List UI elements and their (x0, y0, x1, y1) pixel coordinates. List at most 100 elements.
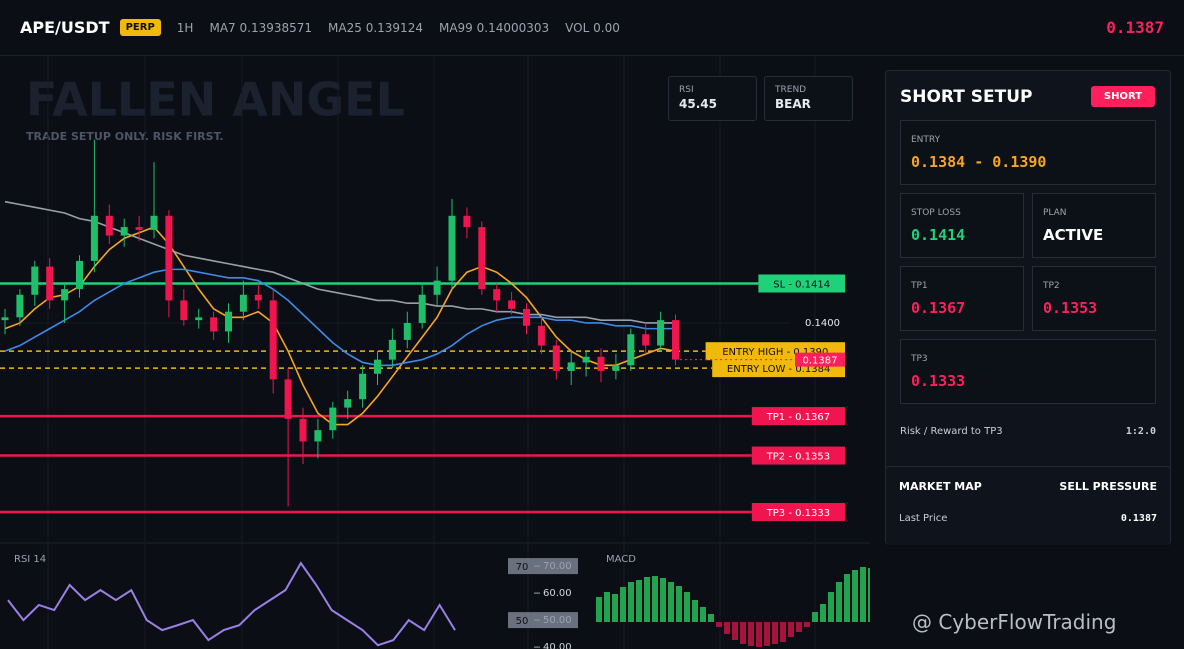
candle-body (418, 294, 426, 323)
ma-value: 0.14000303 (476, 20, 550, 35)
panel-title: RSI 14 (14, 554, 46, 565)
candle-body (225, 311, 232, 332)
setup-panel: SHORT SETUP SHORT ENTRY 0.1384 - 0.1390 … (885, 70, 1171, 542)
rr-label: Risk / Reward to TP3 (900, 426, 1003, 437)
macd-bar (676, 586, 682, 622)
candle-body (180, 300, 188, 321)
candle-body (657, 320, 665, 346)
stat-value: 45.45 (679, 97, 717, 111)
card-value: 0.1384 - 0.1390 (911, 153, 1047, 171)
stat-label: RSI (679, 85, 694, 95)
last-price-tag (795, 352, 845, 367)
candle-body (508, 300, 516, 309)
macd-bar (764, 622, 770, 646)
level-tag (751, 502, 845, 521)
market-status: SELL PRESSURE (1059, 480, 1157, 493)
timeframe[interactable]: 1H (176, 20, 194, 35)
chart: FALLEN ANGEL TRADE SETUP ONLY. RISK FIRS… (0, 55, 870, 649)
candle-body (210, 317, 218, 332)
candle-body (1, 317, 9, 321)
macd-bar (772, 622, 778, 644)
macd-bar (652, 576, 658, 622)
stat-label: TREND (775, 85, 807, 95)
candle-body (448, 215, 456, 281)
chart-subtitle: TRADE SETUP ONLY. RISK FIRST. (26, 130, 224, 143)
level-label: TP3 - 0.1333 (766, 508, 830, 519)
card-value: 0.1333 (911, 372, 966, 390)
vol-value: 0.00 (593, 20, 620, 35)
badge: PERP (119, 19, 161, 36)
stop-card: STOP LOSS 0.1414 (900, 193, 1024, 258)
ma-value: 0.13938571 (239, 20, 313, 35)
macd-bar (732, 622, 738, 640)
plan-card: PLAN ACTIVE (1032, 193, 1156, 258)
panel-title: MACD (606, 554, 636, 565)
candle-body (314, 430, 322, 442)
candle-body (105, 215, 113, 236)
candle-body (16, 294, 24, 318)
macd-bar (660, 578, 666, 622)
marker-label: 50 (516, 616, 529, 627)
market-row-value: 0.1387 (1120, 513, 1157, 524)
macd-bar (636, 580, 642, 622)
candle-body (552, 345, 560, 371)
pair: APE/USDT (20, 18, 110, 37)
candle-body (31, 266, 39, 295)
card-value: 0.1367 (911, 299, 966, 317)
last-price: 0.1387 (1106, 18, 1164, 37)
card-value: 0.1414 (911, 226, 966, 244)
candle-body (90, 215, 98, 261)
candle-body (433, 280, 441, 295)
macd-bar (852, 570, 858, 622)
macd-bar (628, 582, 634, 622)
macd-bar (788, 622, 794, 637)
short-badge[interactable]: SHORT (1091, 86, 1155, 107)
ma-name: MA7 (209, 20, 236, 35)
candle-body (254, 294, 262, 301)
card-label: ENTRY (911, 135, 941, 145)
macd-bar (836, 582, 842, 622)
macd-bar (828, 592, 834, 622)
candle-body (344, 399, 352, 408)
candle-body (299, 418, 307, 442)
macd-bar (868, 568, 870, 622)
macd-bar (700, 607, 706, 622)
candle-body (374, 359, 381, 374)
card-label: TP1 (911, 281, 928, 291)
candle-body (612, 365, 620, 371)
level-tag (751, 407, 845, 426)
macd-bar (780, 622, 786, 642)
macd-bar (596, 597, 602, 622)
stat-rsi: RSI 45.45 (668, 76, 757, 121)
candle-body (403, 322, 411, 340)
watermark: @ CyberFlowTrading (912, 610, 1117, 634)
macd-bar (740, 622, 746, 644)
candle-body (329, 407, 337, 431)
level-label: TP1 - 0.1367 (766, 412, 830, 423)
macd-bar (644, 577, 650, 622)
macd-bar (612, 594, 618, 622)
ma-name: MA99 (438, 20, 473, 35)
level-label: ENTRY HIGH - 0.1390 (722, 347, 828, 358)
candle-body (463, 215, 471, 228)
candle-body (165, 215, 173, 301)
stat-trend: TREND BEAR (764, 76, 853, 121)
macd-bar (716, 622, 722, 627)
marker-box (508, 558, 578, 575)
candle-body (567, 362, 575, 371)
level-label: TP2 - 0.1353 (766, 452, 830, 463)
tp1-card: TP1 0.1367 (900, 266, 1024, 331)
macd-bar (692, 600, 698, 622)
macd-bar (668, 582, 674, 622)
candle-body (642, 334, 650, 346)
rsi-line (7, 561, 456, 647)
candle-body (46, 266, 54, 301)
card-value: ACTIVE (1043, 226, 1104, 244)
ma-line (4, 226, 676, 426)
macd-bar (748, 622, 754, 646)
macd-bar (796, 622, 802, 632)
candle-body (61, 289, 69, 301)
chart-title: FALLEN ANGEL (26, 73, 405, 127)
last-price-label: 0.1387 (803, 356, 838, 367)
